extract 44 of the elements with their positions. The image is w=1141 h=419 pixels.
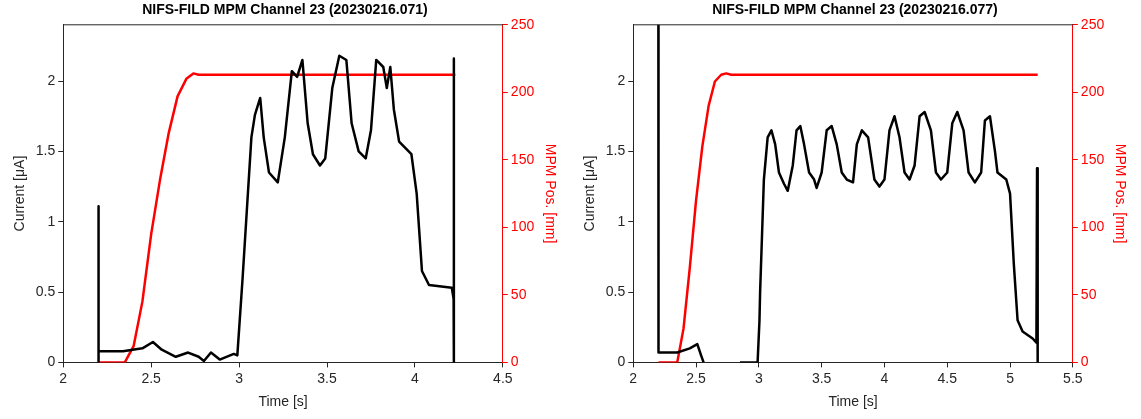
y-tick-label: 0	[47, 353, 56, 370]
x-tick-label: 5.5	[1063, 369, 1083, 386]
y-tick-label: 0.5	[35, 282, 56, 299]
x-tick-label: 4.5	[493, 369, 513, 386]
x-tick-label: 2	[59, 369, 68, 386]
y-tick-label: 2	[617, 71, 626, 88]
x-tick-label: 3.5	[317, 369, 337, 386]
x-tick-label: 3.5	[811, 369, 832, 386]
y2-tick-label: 250	[510, 15, 535, 32]
x-tick-label: 3	[754, 369, 763, 386]
y2-tick-label: 150	[510, 150, 535, 167]
y-tick-label: 2	[47, 71, 56, 88]
y-tick-label: 1	[47, 212, 56, 229]
x-tick-label: 3	[235, 369, 244, 386]
y-axis-title: Current [μA]	[581, 155, 598, 232]
y-tick-label: 1.5	[605, 142, 626, 159]
x-tick-label: 4.5	[937, 369, 958, 386]
y2-tick-label: 250	[1080, 15, 1105, 32]
x-tick-label: 5	[1006, 369, 1015, 386]
y2-axis-title: MPM Pos. [mm]	[542, 143, 559, 244]
y2-tick-label: 200	[1080, 83, 1105, 100]
x-tick-label: 4	[411, 369, 420, 386]
y-tick-label: 1.5	[35, 142, 56, 159]
x-tick-label: 4	[880, 369, 889, 386]
y-axis-title: Current [μA]	[11, 155, 28, 232]
y2-tick-label: 0	[510, 353, 519, 370]
y2-tick-label: 50	[510, 285, 527, 302]
y2-axis-title: MPM Pos. [mm]	[1112, 143, 1129, 244]
x-tick-label: 2	[629, 369, 638, 386]
chart-title: NIFS-FILD MPM Channel 23 (20230216.071)	[142, 1, 428, 18]
y-tick-label: 0	[617, 353, 626, 370]
y2-tick-label: 0	[1080, 353, 1089, 370]
y-tick-label: 0.5	[605, 282, 626, 299]
y2-tick-label: 200	[510, 83, 535, 100]
x-tick-label: 2.5	[686, 369, 706, 386]
y2-tick-label: 100	[1080, 218, 1105, 235]
chart-title: NIFS-FILD MPM Channel 23 (20230216.077)	[712, 1, 998, 18]
y2-tick-label: 50	[1080, 285, 1097, 302]
y2-tick-label: 100	[510, 218, 535, 235]
x-axis-title: Time [s]	[828, 393, 878, 410]
x-axis-title: Time [s]	[258, 393, 308, 410]
y-tick-label: 1	[617, 212, 626, 229]
x-tick-label: 2.5	[141, 369, 162, 386]
y2-tick-label: 150	[1080, 150, 1105, 167]
